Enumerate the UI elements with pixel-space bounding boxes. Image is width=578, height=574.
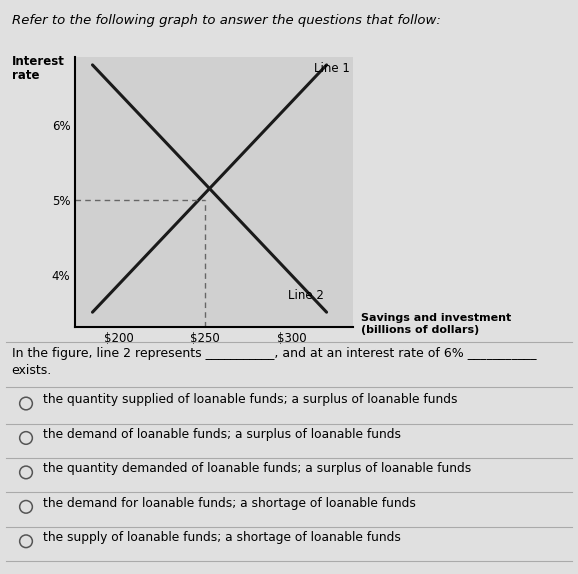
- Text: the demand for loanable funds; a shortage of loanable funds: the demand for loanable funds; a shortag…: [43, 497, 416, 510]
- Text: (billions of dollars): (billions of dollars): [361, 325, 480, 335]
- Text: the demand of loanable funds; a surplus of loanable funds: the demand of loanable funds; a surplus …: [43, 428, 401, 441]
- Text: Refer to the following graph to answer the questions that follow:: Refer to the following graph to answer t…: [12, 14, 440, 28]
- Text: the supply of loanable funds; a shortage of loanable funds: the supply of loanable funds; a shortage…: [43, 531, 401, 544]
- Text: Interest: Interest: [12, 55, 64, 68]
- Text: Savings and investment: Savings and investment: [361, 313, 512, 323]
- Text: the quantity demanded of loanable funds; a surplus of loanable funds: the quantity demanded of loanable funds;…: [43, 462, 472, 475]
- Text: Line 2: Line 2: [288, 289, 324, 302]
- Text: Line 1: Line 1: [314, 62, 350, 75]
- Text: rate: rate: [12, 69, 39, 82]
- Text: In the figure, line 2 represents ___________, and at an interest rate of 6% ____: In the figure, line 2 represents _______…: [12, 347, 536, 360]
- Text: exists.: exists.: [12, 364, 52, 378]
- Text: the quantity supplied of loanable funds; a surplus of loanable funds: the quantity supplied of loanable funds;…: [43, 393, 458, 406]
